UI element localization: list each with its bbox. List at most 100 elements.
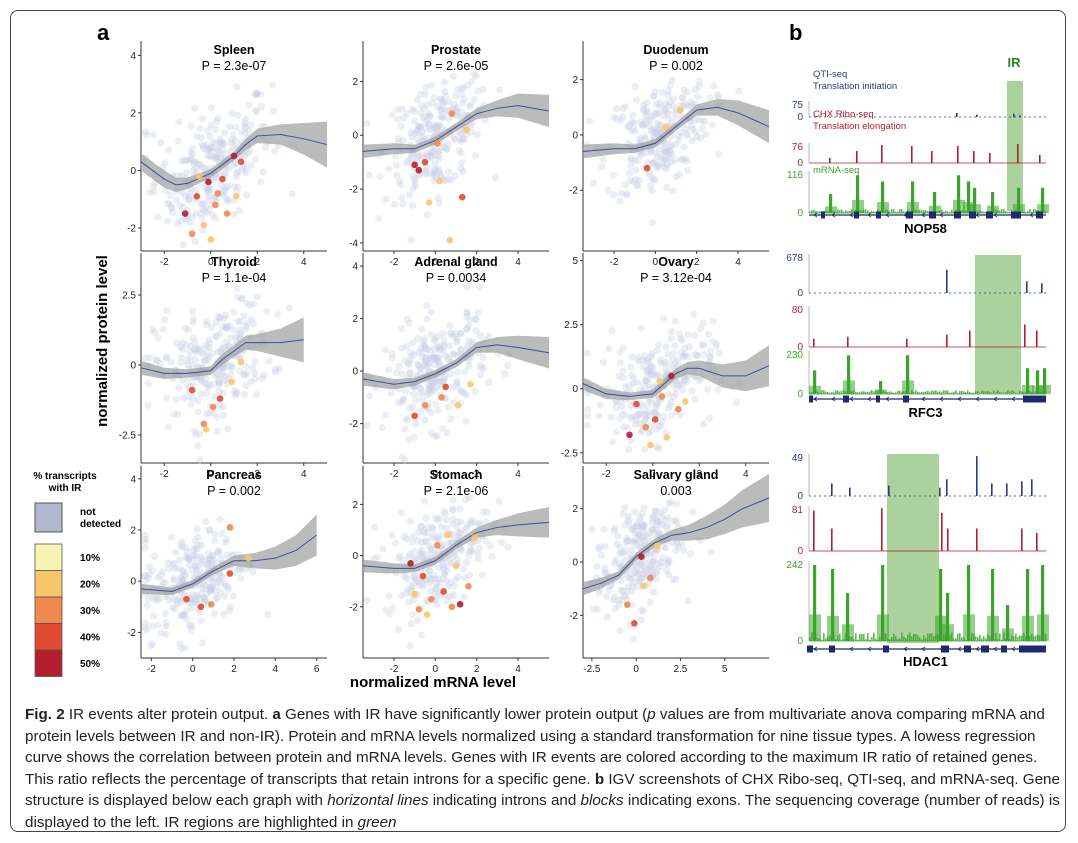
gene-point: [251, 90, 260, 98]
coverage-noise: [873, 391, 875, 394]
gene-point: [457, 165, 465, 173]
chart-pvalue: P = 0.0034: [426, 271, 487, 285]
gene-point: [401, 572, 409, 581]
gene-point: [237, 295, 246, 303]
gene-point: [264, 610, 272, 619]
coverage-noise: [967, 634, 969, 641]
gene-point: [242, 165, 251, 173]
ir-gene-point: [209, 403, 217, 411]
gene-point: [197, 163, 206, 172]
gene-point: [211, 155, 219, 163]
gene-point: [698, 124, 707, 132]
gene-point: [427, 308, 435, 316]
ir-gene-point: [668, 372, 675, 380]
coverage-noise: [859, 210, 861, 213]
gene-point: [411, 178, 419, 186]
coverage-noise: [1015, 633, 1017, 641]
gene-point: [467, 101, 475, 109]
gene-point: [204, 185, 212, 193]
gene-point: [446, 342, 454, 350]
gene-point: [184, 361, 192, 369]
gene-point: [143, 601, 151, 609]
gene-point: [183, 356, 192, 365]
gene-point: [645, 358, 653, 366]
gene-point: [665, 154, 673, 162]
gene-point: [422, 353, 430, 361]
coverage-noise: [1039, 392, 1041, 394]
gene-point: [207, 585, 215, 593]
coverage-noise: [991, 392, 993, 394]
gene-point: [210, 175, 218, 184]
gene-point: [414, 362, 422, 370]
legend-label: 20%: [80, 580, 100, 591]
gene-point: [633, 181, 641, 189]
gene-point: [214, 348, 222, 356]
gene-point: [429, 148, 437, 156]
gene-point: [628, 546, 636, 554]
gene-point: [194, 397, 202, 405]
gene-point: [451, 576, 459, 584]
coverage-noise: [963, 391, 965, 394]
y-tick-label: -2: [127, 628, 136, 639]
gene-point: [436, 105, 445, 114]
gene-point: [421, 90, 429, 98]
gene-point: [187, 148, 195, 157]
gene-point: [274, 310, 282, 319]
coverage-noise: [833, 392, 835, 394]
ir-gene-point: [411, 412, 418, 420]
coverage-noise: [1017, 392, 1019, 394]
gene-point: [207, 121, 215, 129]
gene-point: [486, 542, 494, 550]
gene-point: [690, 310, 698, 318]
gene-point: [660, 314, 668, 322]
coverage-noise: [915, 390, 917, 394]
coverage-noise: [1003, 392, 1005, 394]
x-tick-label: 6: [314, 664, 320, 675]
y-tick-label: 4: [352, 262, 358, 273]
gene-point: [707, 548, 715, 556]
gene-point: [162, 630, 170, 638]
gene-point: [206, 132, 214, 140]
lowess-curve: [582, 365, 770, 397]
gene-point: [425, 579, 434, 587]
gene-point: [451, 535, 459, 543]
gene-point: [444, 403, 453, 411]
gene-point: [647, 370, 655, 379]
gene-point: [191, 562, 199, 570]
coverage-noise: [973, 633, 975, 641]
gene-point: [639, 121, 647, 129]
gene-point: [192, 552, 200, 560]
coverage-noise: [977, 211, 979, 213]
gene-point: [485, 378, 493, 387]
coverage-noise: [943, 211, 945, 213]
gene-point: [202, 389, 211, 397]
caption-green: green: [357, 813, 397, 831]
gene-point: [410, 130, 419, 138]
ir-gene-point: [419, 572, 427, 580]
gene-point: [635, 136, 643, 144]
gene-point: [189, 307, 197, 316]
gene-point: [589, 179, 597, 187]
gene-point: [425, 542, 434, 550]
coverage-peak: [973, 151, 975, 163]
gene-point: [458, 159, 466, 167]
gene-point: [638, 151, 646, 159]
chart-pvalue: 0.003: [660, 484, 691, 498]
gene-point: [647, 362, 656, 370]
gene-point: [413, 96, 421, 104]
gene-point: [427, 383, 435, 391]
gene-exon-block: [1023, 395, 1046, 403]
coverage-peak: [1006, 483, 1008, 496]
ir-gene-point: [676, 106, 684, 114]
gene-point: [203, 186, 212, 195]
coverage-noise: [917, 210, 919, 213]
gene-point: [462, 417, 470, 425]
gene-point: [466, 316, 474, 324]
gene-point: [198, 214, 206, 222]
coverage-noise: [1041, 391, 1043, 394]
gene-point: [175, 594, 183, 602]
gene-point: [216, 515, 224, 524]
coverage-peak: [1021, 481, 1023, 496]
gene-point: [224, 583, 232, 591]
